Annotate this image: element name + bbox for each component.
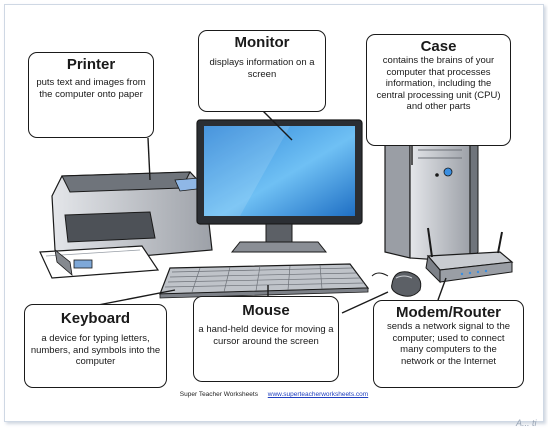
callout-printer-description: puts text and images from the computer o… xyxy=(36,77,146,100)
footer-credit-text: Super Teacher Worksheets xyxy=(179,391,258,398)
callout-monitor-title: Monitor xyxy=(234,34,290,51)
callout-modem-router: Modem/Router sends a network signal to t… xyxy=(373,300,524,388)
callout-case-title: Case xyxy=(420,38,457,55)
callout-mouse-description: a hand-held device for moving a cursor a… xyxy=(198,324,334,347)
callout-keyboard-description: a device for typing letters, numbers, an… xyxy=(30,333,161,367)
callout-keyboard-title: Keyboard xyxy=(60,310,131,327)
callout-monitor: Monitor displays information on a screen xyxy=(198,30,326,112)
callout-monitor-description: displays information on a screen xyxy=(209,57,315,80)
callout-printer-title: Printer xyxy=(66,56,116,73)
footer-credit: Super Teacher Worksheets www.superteache… xyxy=(0,391,548,398)
callout-mouse-title: Mouse xyxy=(242,302,290,319)
callout-mouse: Mouse a hand-held device for moving a cu… xyxy=(193,296,339,382)
monitor-icon xyxy=(196,119,363,253)
leader-lines xyxy=(97,109,447,314)
callout-modem-router-description: sends a network signal to the computer; … xyxy=(386,321,511,367)
router-icon xyxy=(425,227,514,284)
keyboard-icon xyxy=(159,263,370,299)
callout-case-description: contains the brains of your computer tha… xyxy=(376,55,501,112)
callout-case: Case contains the brains of your compute… xyxy=(366,34,511,146)
callout-keyboard: Keyboard a device for typing letters, nu… xyxy=(24,304,167,388)
picture-frame xyxy=(4,4,544,422)
footer-url-link[interactable]: www.superteacherworksheets.com xyxy=(267,391,369,398)
callout-modem-router-title: Modem/Router xyxy=(396,304,501,321)
callout-printer: Printer puts text and images from the co… xyxy=(28,52,154,138)
printer-icon xyxy=(39,171,213,279)
corner-watermark: A... ti xyxy=(516,418,537,428)
mouse-icon xyxy=(371,271,422,297)
